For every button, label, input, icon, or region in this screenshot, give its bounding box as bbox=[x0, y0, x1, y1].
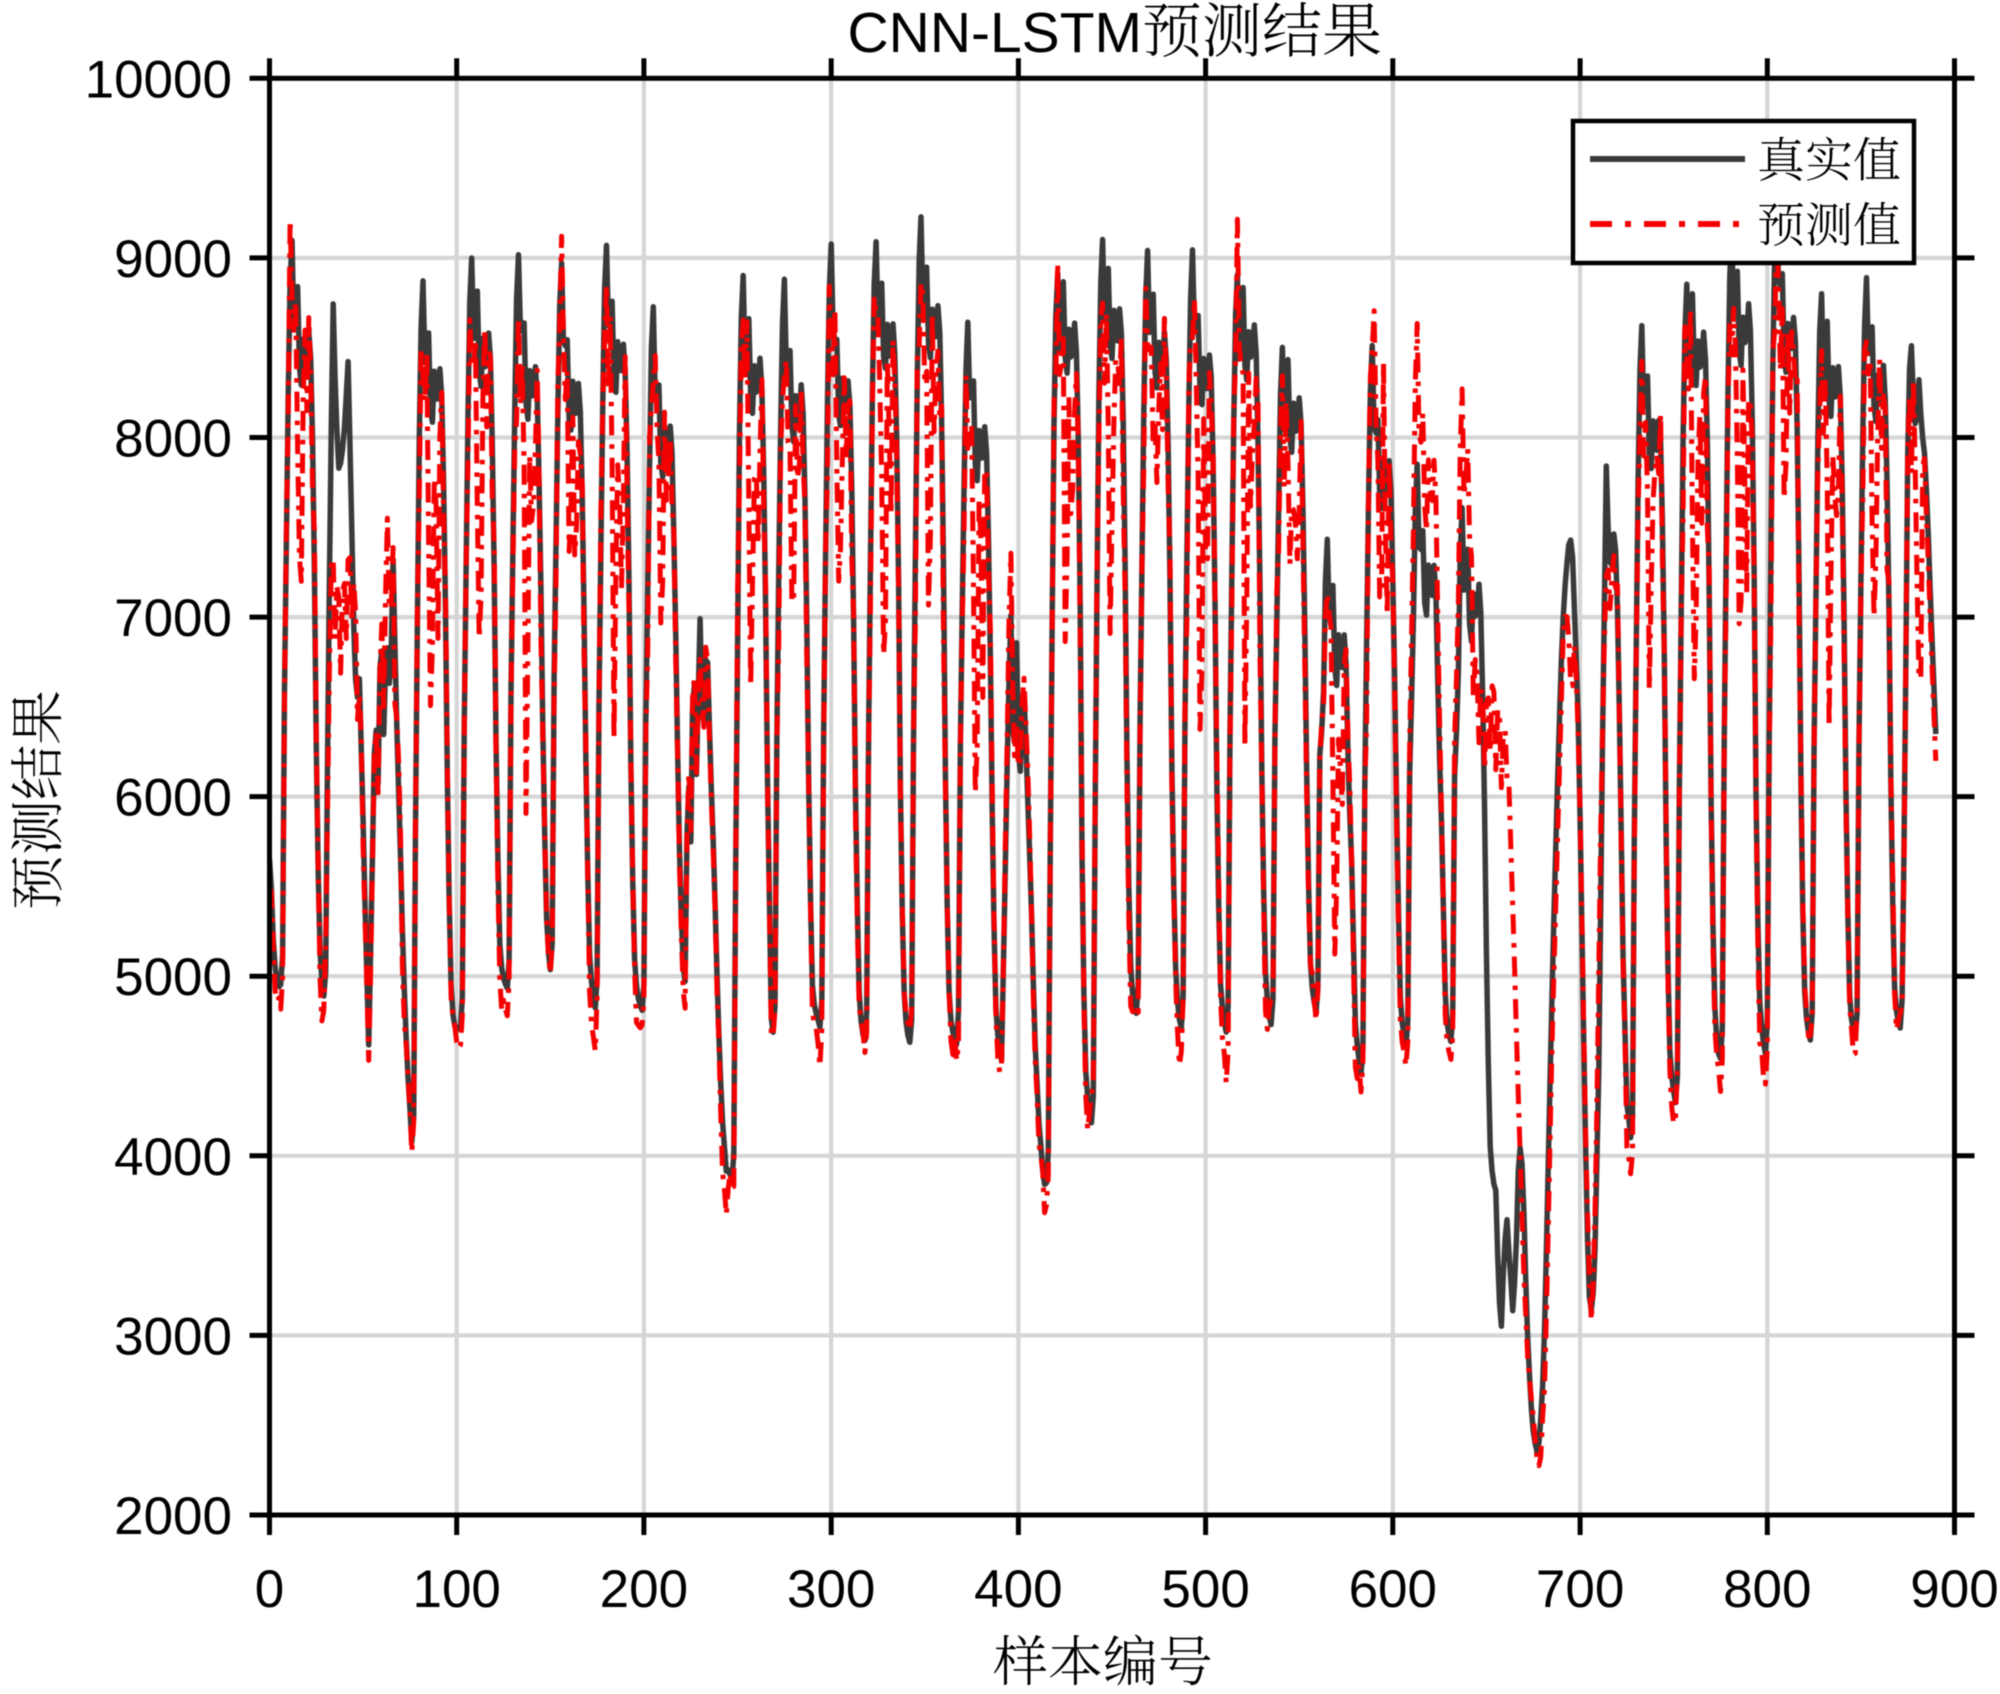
svg-text:10000: 10000 bbox=[85, 50, 232, 109]
svg-text:3000: 3000 bbox=[114, 1307, 232, 1366]
svg-text:300: 300 bbox=[787, 1560, 875, 1619]
svg-text:100: 100 bbox=[412, 1560, 500, 1619]
svg-text:500: 500 bbox=[1161, 1560, 1249, 1619]
svg-text:9000: 9000 bbox=[114, 230, 232, 289]
svg-text:400: 400 bbox=[974, 1560, 1062, 1619]
svg-text:0: 0 bbox=[255, 1560, 284, 1619]
svg-text:700: 700 bbox=[1536, 1560, 1624, 1619]
svg-text:200: 200 bbox=[600, 1560, 688, 1619]
svg-text:6000: 6000 bbox=[114, 769, 232, 828]
svg-text:4000: 4000 bbox=[114, 1128, 232, 1187]
svg-text:600: 600 bbox=[1349, 1560, 1437, 1619]
svg-text:8000: 8000 bbox=[114, 410, 232, 469]
svg-text:5000: 5000 bbox=[114, 948, 232, 1007]
svg-text:800: 800 bbox=[1723, 1560, 1811, 1619]
svg-text:2000: 2000 bbox=[114, 1487, 232, 1546]
svg-text:900: 900 bbox=[1910, 1560, 1998, 1619]
svg-text:7000: 7000 bbox=[114, 589, 232, 648]
svg-text:CNN-LSTM: CNN-LSTM bbox=[848, 1, 1143, 65]
